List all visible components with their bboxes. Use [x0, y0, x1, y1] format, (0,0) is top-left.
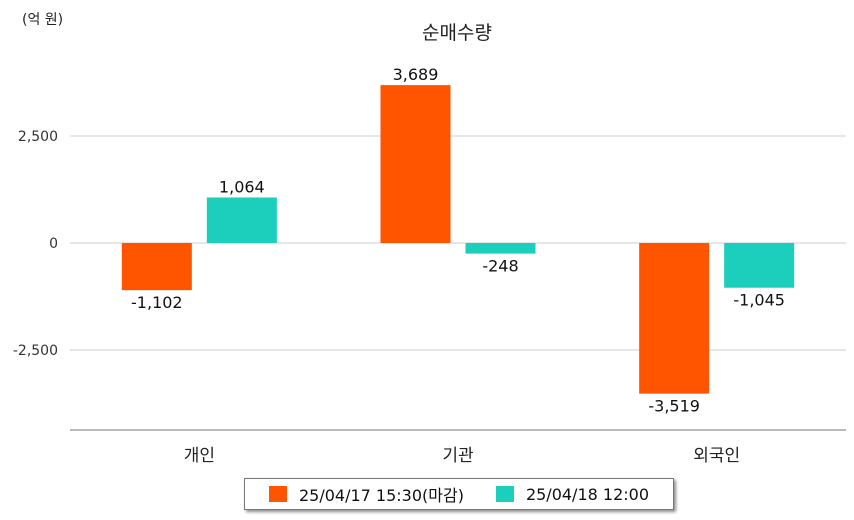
- legend-label-series-2: 25/04/18 12:00: [525, 484, 649, 504]
- bar-s2-2: [724, 243, 795, 288]
- bar-s2-1: [465, 243, 536, 254]
- y-tick-label-1: 0: [49, 236, 58, 252]
- bar-s1-0: [121, 243, 192, 291]
- data-label-s2-1: -248: [482, 257, 518, 276]
- legend: 25/04/17 15:30(마감) 25/04/18 12:00: [244, 478, 674, 510]
- legend-swatch-series-2: [495, 486, 514, 502]
- x-tick-label-1: 기관: [442, 446, 473, 466]
- bar-s1-1: [380, 85, 451, 243]
- x-tick-label-0: 개인: [184, 446, 215, 466]
- unit-label: (억 원): [22, 12, 64, 28]
- x-tick-label-2: 외국인: [693, 446, 740, 466]
- legend-swatch-series-1: [268, 486, 287, 502]
- y-tick-label-2: -2,500: [13, 343, 58, 359]
- data-label-s2-0: 1,064: [219, 177, 265, 196]
- bar-s1-2: [639, 243, 710, 394]
- data-label-s1-0: -1,102: [131, 293, 183, 312]
- data-label-s1-2: -3,519: [648, 397, 700, 416]
- bar-s2-0: [206, 197, 277, 243]
- y-tick-label-0: 2,500: [18, 129, 58, 145]
- legend-item-series-1[interactable]: 25/04/17 15:30(마감): [268, 482, 464, 506]
- legend-label-series-1: 25/04/17 15:30(마감): [298, 486, 464, 505]
- data-label-s2-2: -1,045: [733, 291, 785, 310]
- legend-item-series-2[interactable]: 25/04/18 12:00: [495, 484, 649, 504]
- data-label-s1-1: 3,689: [393, 65, 439, 84]
- chart-title: 순매수량: [422, 22, 492, 44]
